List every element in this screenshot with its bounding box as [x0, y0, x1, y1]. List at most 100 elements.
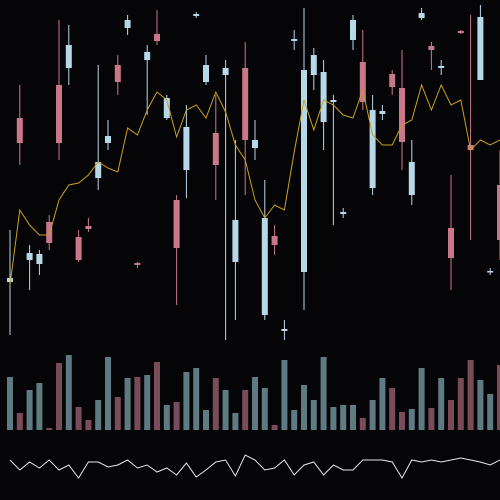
- volume-bar: [163, 405, 170, 430]
- volume-bar: [7, 377, 13, 430]
- volume-bar: [36, 383, 43, 430]
- candle-body: [399, 88, 405, 142]
- moving-average-line: [9, 83, 500, 286]
- volume-bar: [477, 380, 484, 430]
- candle-body: [291, 39, 298, 41]
- volume-bar: [369, 400, 376, 430]
- candle-body: [271, 236, 278, 245]
- candle-body: [281, 329, 288, 331]
- volume-bar: [114, 397, 121, 430]
- candle-body: [408, 162, 415, 195]
- candle-body: [222, 68, 229, 75]
- volume-bar: [154, 362, 160, 430]
- volume-bar: [310, 400, 317, 430]
- volume-bar: [144, 375, 151, 430]
- candle-body: [95, 162, 102, 178]
- candle-body: [124, 20, 131, 28]
- candle-body: [477, 17, 484, 80]
- volume-bar: [457, 378, 464, 430]
- volume-bar: [56, 363, 62, 430]
- volume-bar: [281, 360, 288, 430]
- candle-body: [428, 46, 435, 50]
- volume-bar: [95, 400, 102, 430]
- candle-body: [46, 222, 53, 243]
- candle-body: [242, 68, 249, 140]
- volume-bar: [467, 360, 474, 430]
- volume-bar: [379, 378, 386, 430]
- volume-bar: [134, 377, 141, 430]
- candle-body: [320, 72, 327, 122]
- volume-bar: [16, 413, 23, 430]
- volume-bar: [428, 408, 435, 430]
- candle-body: [212, 133, 219, 165]
- volume-bar: [271, 425, 278, 430]
- candle-body: [7, 278, 13, 282]
- volume-bar: [497, 365, 500, 430]
- candle-body: [16, 118, 23, 143]
- candle-body: [330, 100, 337, 102]
- candle-body: [310, 55, 317, 75]
- volume-bar: [46, 428, 53, 430]
- candle-body: [438, 66, 445, 68]
- candle-body: [36, 254, 43, 264]
- candle-body: [163, 98, 170, 118]
- candle-body: [497, 185, 500, 240]
- volume-bar: [65, 355, 72, 430]
- volume-bar: [320, 357, 327, 430]
- candle-body: [350, 20, 356, 40]
- candle-body: [301, 70, 307, 272]
- volume-bar: [448, 400, 454, 430]
- volume-bar: [438, 378, 445, 430]
- candle-body: [457, 31, 464, 33]
- candle-body: [114, 65, 121, 82]
- volume-bar: [85, 420, 92, 430]
- candle-body: [144, 52, 151, 60]
- candle-body: [448, 228, 454, 258]
- volume-bar: [193, 368, 200, 430]
- volume-bar: [301, 385, 307, 430]
- candle-body: [340, 212, 347, 214]
- volume-bar: [418, 368, 425, 430]
- volume-bar: [399, 412, 405, 430]
- volume-bar: [105, 357, 111, 430]
- volume-bar: [389, 388, 396, 430]
- volume-bar: [359, 418, 366, 430]
- candle-body: [252, 140, 258, 148]
- volume-bar: [222, 390, 229, 430]
- volume-bar: [173, 402, 180, 430]
- candle-body: [105, 136, 111, 143]
- candle-body: [75, 237, 82, 260]
- volume-bar: [252, 377, 258, 430]
- candle-body: [173, 200, 180, 248]
- candle-body: [193, 14, 200, 16]
- candle-body: [359, 62, 366, 102]
- volume-bar: [26, 390, 33, 430]
- volume-bar: [261, 388, 268, 430]
- candle-body: [26, 253, 33, 260]
- candle-body: [379, 111, 386, 114]
- volume-bar: [350, 405, 356, 430]
- volume-bar: [330, 407, 337, 430]
- candle-body: [85, 226, 92, 229]
- volume-bar: [124, 378, 131, 430]
- volume-bar: [232, 413, 239, 430]
- volume-bar: [203, 410, 209, 430]
- volume-bar: [487, 394, 494, 430]
- candle-body: [183, 127, 190, 170]
- volume-bar: [242, 390, 249, 430]
- candle-body: [65, 45, 72, 68]
- candle-body: [56, 85, 62, 143]
- candle-body: [232, 220, 239, 262]
- candle-body: [487, 271, 494, 273]
- candle-body: [369, 110, 376, 188]
- candle-body: [203, 65, 209, 82]
- volume-bar: [408, 409, 415, 430]
- volume-bar: [291, 410, 298, 430]
- candle-body: [134, 263, 141, 265]
- volume-bar: [75, 407, 82, 430]
- volume-bar: [183, 372, 190, 430]
- candle-body: [154, 34, 160, 41]
- oscillator-line: [9, 454, 500, 479]
